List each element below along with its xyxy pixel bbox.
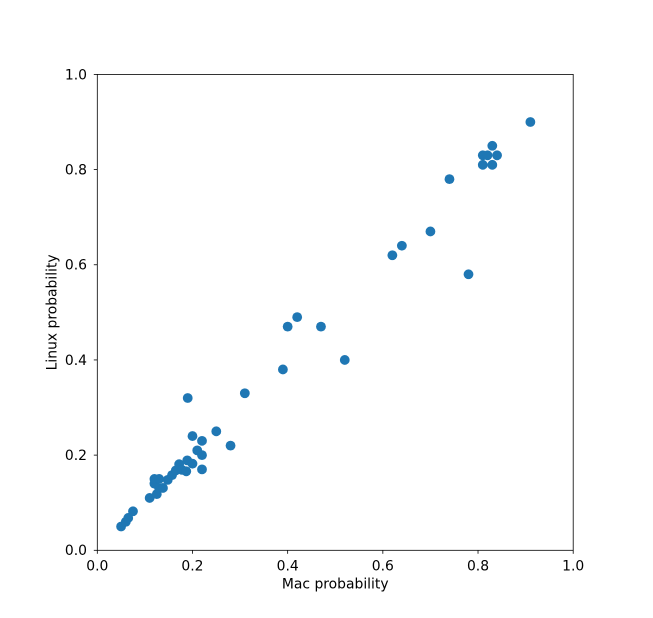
data-point-25 xyxy=(225,440,236,451)
y-tick-label-5: 1.0 xyxy=(65,67,87,83)
data-point-43 xyxy=(487,140,498,151)
data-point-16 xyxy=(187,458,198,469)
data-point-35 xyxy=(425,226,436,237)
x-tick-label-1: 0.2 xyxy=(181,559,203,575)
data-point-27 xyxy=(239,388,250,399)
x-tick-label-4: 0.8 xyxy=(467,559,489,575)
data-point-44 xyxy=(525,117,536,127)
data-point-7 xyxy=(158,483,168,493)
y-tick-label-4: 0.8 xyxy=(65,162,87,178)
data-point-33 xyxy=(387,250,398,261)
y-tick-label-3: 0.6 xyxy=(65,258,87,274)
data-point-39 xyxy=(482,150,493,161)
data-point-40 xyxy=(492,150,502,161)
data-point-42 xyxy=(487,159,498,170)
data-point-3 xyxy=(128,506,138,517)
data-point-34 xyxy=(396,240,407,251)
data-point-28 xyxy=(278,364,288,375)
x-axis-label: Mac probability xyxy=(282,577,389,593)
y-tick-label-2: 0.4 xyxy=(65,353,87,369)
data-point-41 xyxy=(477,159,488,170)
data-point-24 xyxy=(211,426,222,437)
data-point-20 xyxy=(197,450,207,461)
data-point-29 xyxy=(282,321,293,332)
y-tick-label-1: 0.2 xyxy=(65,448,87,464)
data-point-18 xyxy=(181,466,192,477)
data-point-32 xyxy=(339,355,350,365)
data-point-37 xyxy=(463,269,474,280)
data-point-31 xyxy=(316,321,326,332)
axes-frame xyxy=(96,74,574,551)
y-tick-label-0: 0.0 xyxy=(65,543,87,559)
x-tick-label-2: 0.4 xyxy=(277,559,299,575)
data-point-10 xyxy=(154,474,165,484)
data-point-36 xyxy=(444,174,455,185)
x-tick-label-3: 0.6 xyxy=(372,559,394,575)
data-point-23 xyxy=(197,435,207,446)
y-axis-label: Linux probability xyxy=(45,254,61,370)
data-point-26 xyxy=(182,393,193,403)
data-point-30 xyxy=(292,312,303,323)
data-point-22 xyxy=(187,431,198,441)
x-tick-label-0: 0.0 xyxy=(86,559,108,575)
data-point-21 xyxy=(197,464,207,475)
x-tick-label-5: 1.0 xyxy=(562,559,584,575)
